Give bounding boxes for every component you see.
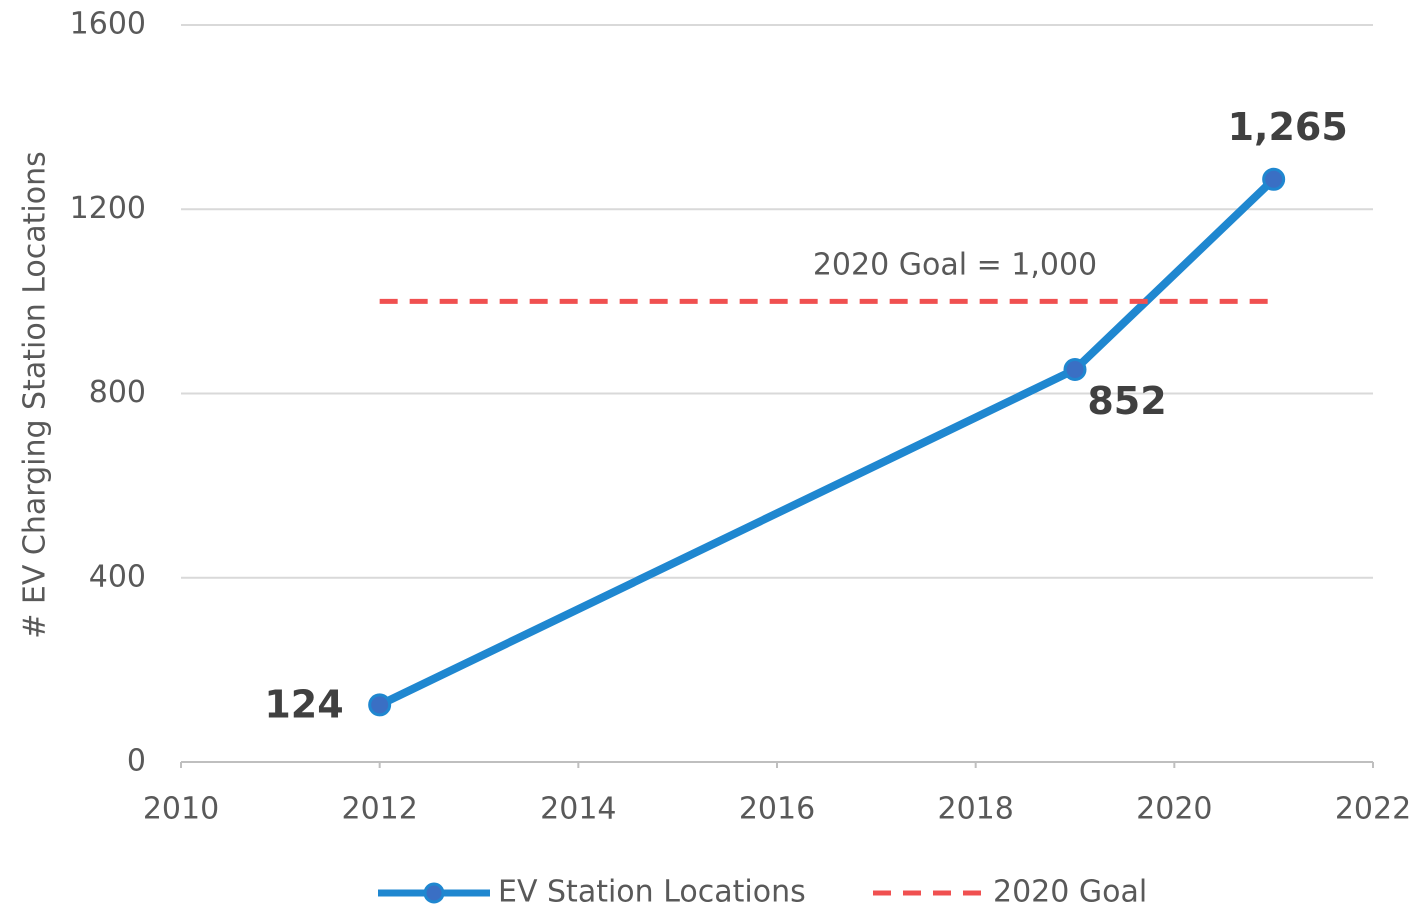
marker xyxy=(368,693,392,717)
x-tick-label: 2014 xyxy=(540,792,616,827)
x-tick-label: 2022 xyxy=(1335,792,1411,827)
marker xyxy=(1063,358,1087,382)
marker xyxy=(1262,167,1286,191)
annotation: 2020 Goal = 1,000 xyxy=(813,248,1097,283)
y-tick-label: 1200 xyxy=(70,191,146,226)
y-tick-label: 800 xyxy=(89,375,146,410)
y-axis-label: # EV Charging Station Locations xyxy=(18,151,53,639)
legend-label: 2020 Goal xyxy=(993,875,1147,910)
y-tick-label: 400 xyxy=(89,559,146,594)
y-tick-label: 1600 xyxy=(70,7,146,42)
y-tick-label: 0 xyxy=(127,744,146,779)
value-label: 852 xyxy=(1087,379,1166,423)
x-tick-label: 2018 xyxy=(937,792,1013,827)
x-tick-label: 2020 xyxy=(1136,792,1212,827)
x-tick-label: 2010 xyxy=(143,792,219,827)
x-tick-label: 2012 xyxy=(341,792,417,827)
x-tick-label: 2016 xyxy=(739,792,815,827)
legend-label: EV Station Locations xyxy=(498,875,806,910)
value-label: 124 xyxy=(264,682,343,726)
value-label: 1,265 xyxy=(1228,105,1348,149)
legend-marker xyxy=(423,882,445,904)
